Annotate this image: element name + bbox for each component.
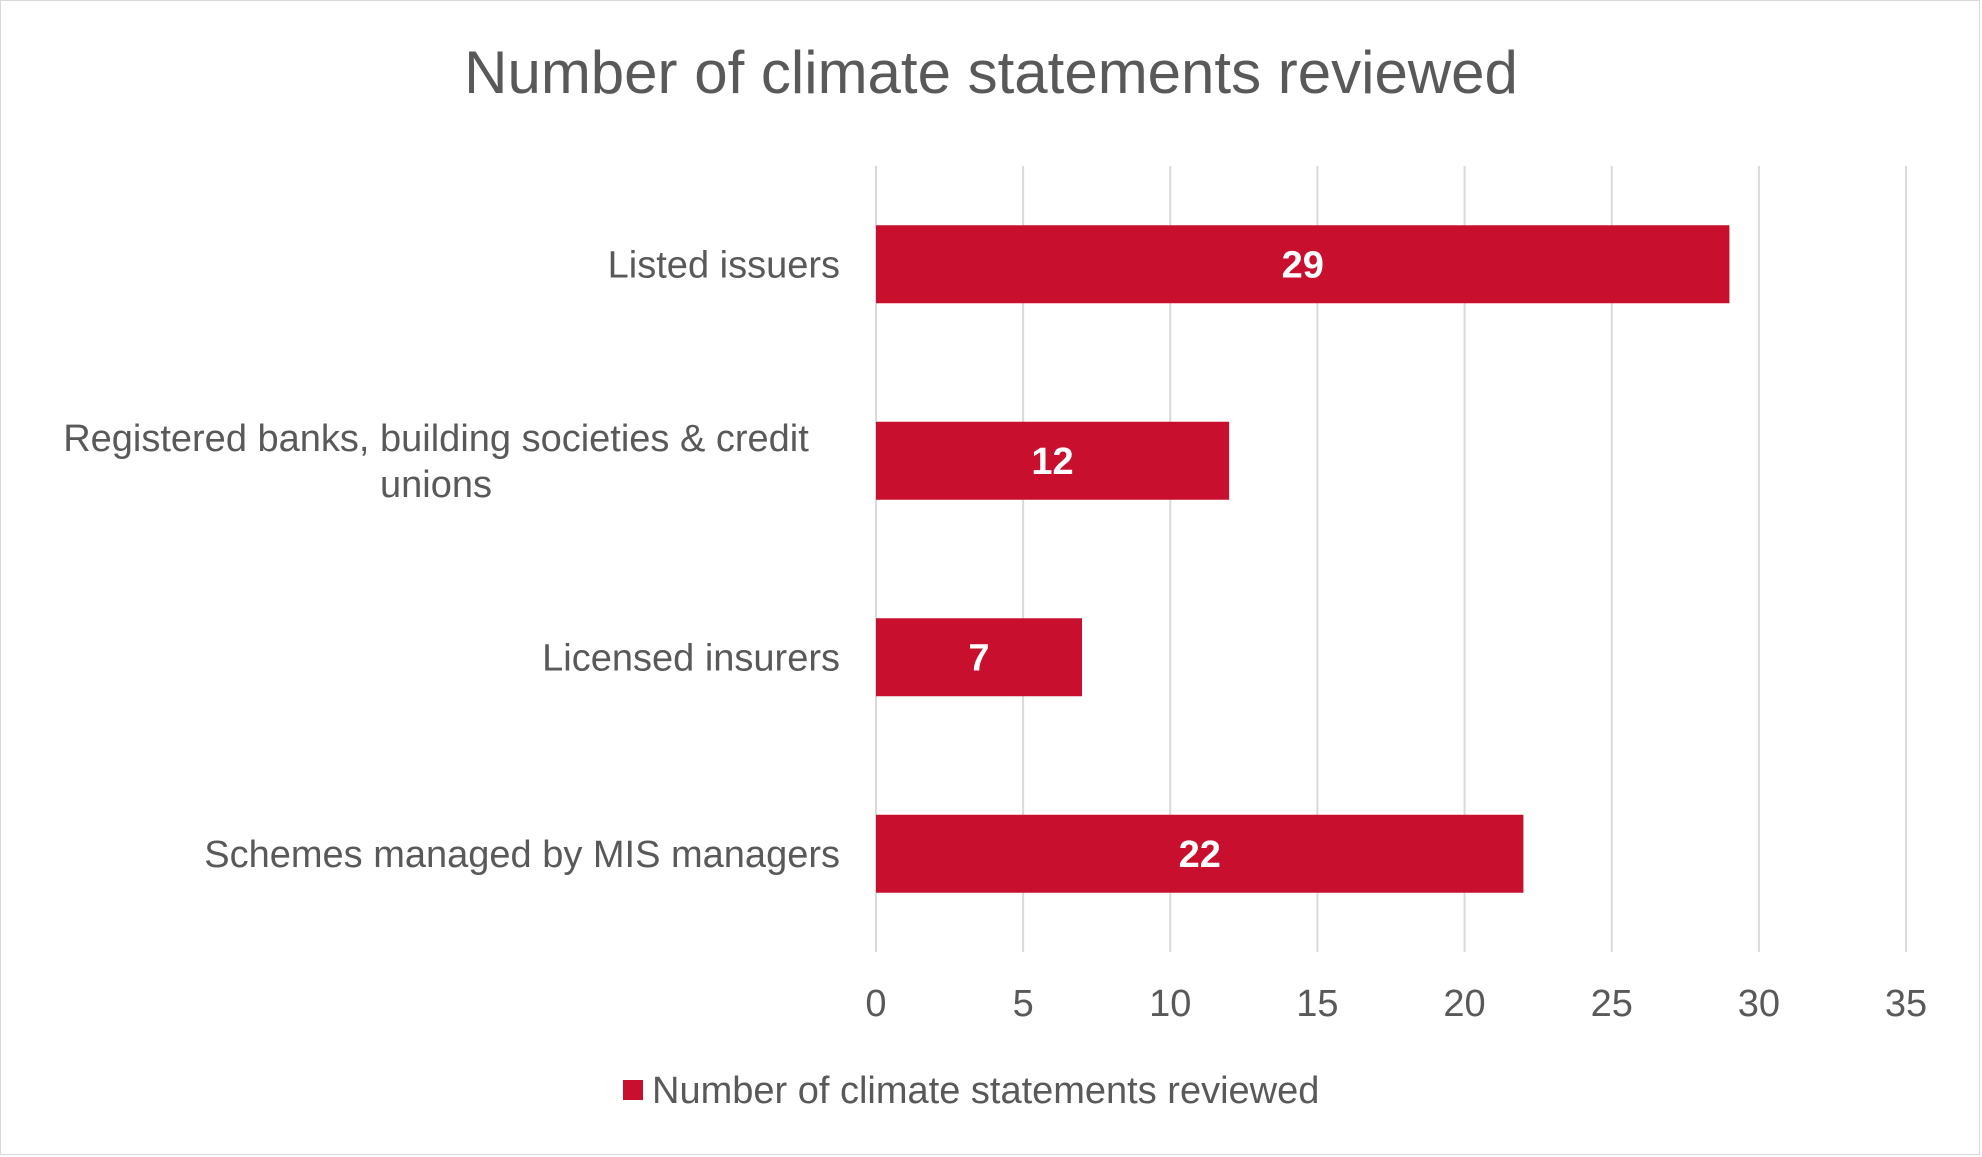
x-tick-label: 10	[1149, 983, 1191, 1025]
category-labels: Listed issuers Registered banks, building…	[63, 244, 840, 876]
x-tick-label: 0	[865, 983, 886, 1025]
x-tick-label: 5	[1013, 983, 1034, 1025]
x-tick-label: 15	[1296, 983, 1338, 1025]
bar	[876, 225, 1730, 304]
bar	[876, 618, 1082, 697]
data-label: 22	[1179, 834, 1221, 876]
x-tick-label: 20	[1443, 983, 1485, 1025]
category-label: Schemes managed by MIS managers	[204, 834, 840, 876]
x-tick-label: 35	[1885, 983, 1927, 1025]
data-label: 12	[1031, 441, 1073, 483]
category-label: Licensed insurers	[542, 637, 840, 679]
bars: 29 12 7 22	[876, 225, 1730, 893]
data-label: 29	[1282, 244, 1324, 286]
x-axis-ticks: 0 5 10 15 20 25 30 35	[865, 983, 1927, 1025]
x-tick-label: 30	[1738, 983, 1780, 1025]
data-label: 7	[968, 637, 989, 679]
legend: Number of climate statements reviewed	[623, 1070, 1319, 1112]
category-label: Listed issuers	[608, 244, 840, 286]
legend-label: Number of climate statements reviewed	[652, 1070, 1319, 1112]
x-tick-label: 25	[1591, 983, 1633, 1025]
category-label: unions	[380, 464, 492, 506]
bar	[876, 421, 1230, 500]
chart-title: Number of climate statements reviewed	[464, 39, 1518, 106]
bar	[876, 814, 1524, 893]
category-label: Registered banks, building societies & c…	[63, 418, 809, 460]
legend-swatch	[623, 1080, 643, 1100]
